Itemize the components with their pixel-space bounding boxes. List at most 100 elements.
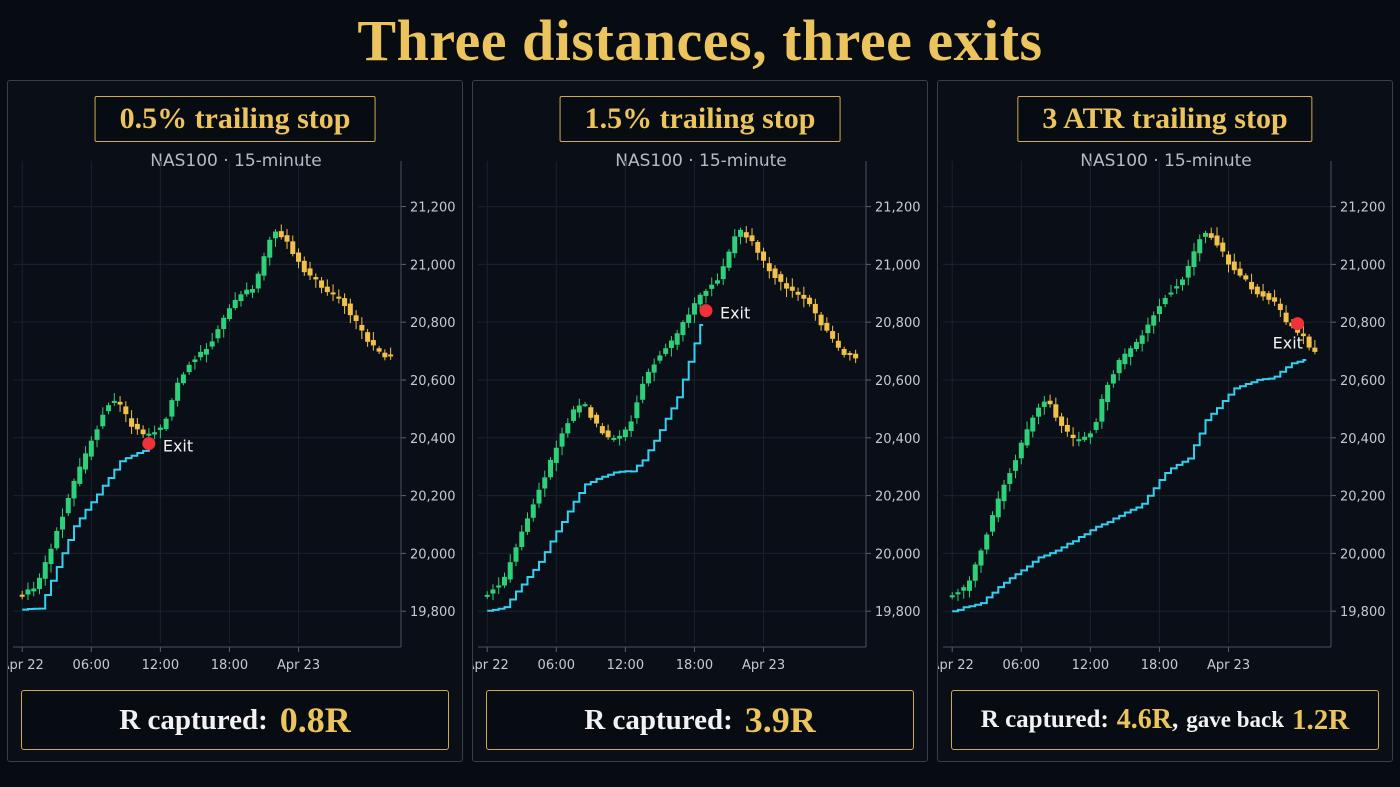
r-captured-value: 4.6R — [1116, 704, 1173, 735]
candle — [990, 511, 996, 537]
exit-label: Exit — [1273, 334, 1303, 353]
candle — [657, 350, 663, 364]
candle — [972, 562, 978, 588]
r-captured-label: R captured: — [119, 703, 268, 736]
candle — [1145, 317, 1151, 342]
candle — [100, 407, 106, 429]
candle — [1162, 294, 1168, 308]
candle — [180, 371, 186, 386]
candle — [42, 555, 48, 586]
gridlines — [13, 161, 406, 652]
candle-body — [553, 447, 559, 463]
candle-body — [1018, 442, 1024, 459]
candle — [1197, 234, 1203, 262]
x-tick-label: 12:00 — [142, 658, 179, 673]
candle — [198, 345, 204, 361]
candle — [140, 425, 146, 438]
candle — [1226, 250, 1232, 273]
candle-body — [513, 547, 519, 562]
candle — [807, 295, 813, 307]
candle-body — [215, 329, 221, 339]
candle — [966, 576, 972, 598]
candle — [1047, 394, 1053, 408]
candle-body — [972, 564, 978, 581]
candle-body — [198, 351, 204, 358]
candle — [720, 258, 726, 285]
candle — [1179, 276, 1185, 291]
candle-body — [232, 299, 238, 309]
candle-body — [830, 331, 836, 339]
candle — [732, 229, 738, 258]
candle — [342, 293, 348, 314]
candle — [255, 271, 261, 293]
candle-body — [622, 429, 628, 438]
candle-body — [1128, 348, 1134, 357]
candle-body — [1099, 398, 1105, 422]
candle — [175, 377, 181, 407]
candle-body — [180, 374, 186, 384]
candle — [1306, 334, 1312, 351]
y-tick-label: 20,600 — [410, 374, 456, 389]
x-tick-label: Apr 23 — [742, 658, 785, 673]
candle — [853, 349, 859, 364]
candle — [1151, 311, 1157, 334]
candle — [1272, 289, 1278, 306]
x-tick-label: 18:00 — [676, 658, 713, 673]
y-tick-label: 20,000 — [1340, 547, 1386, 562]
candle — [663, 343, 669, 357]
candle — [1260, 283, 1266, 301]
candle-body — [1260, 291, 1266, 297]
candle — [215, 325, 221, 343]
candle-body — [365, 332, 371, 342]
candle-body — [978, 550, 984, 566]
candle — [238, 290, 244, 307]
candle-body — [640, 383, 646, 400]
candle — [1070, 427, 1076, 447]
candle-body — [732, 236, 738, 254]
candle-body — [507, 562, 513, 580]
candle — [1208, 227, 1214, 240]
gridlines — [478, 161, 871, 652]
candle-body — [1047, 400, 1053, 405]
candle — [1139, 330, 1145, 352]
candle — [1185, 259, 1191, 286]
candle — [640, 376, 646, 404]
candle-body — [571, 409, 577, 421]
gave-back-value: 1.2R — [1292, 703, 1350, 736]
candle-body — [117, 401, 123, 405]
y-tick-label: 21,000 — [410, 258, 456, 273]
candle-body — [88, 440, 94, 457]
candle — [1041, 395, 1047, 415]
candle — [54, 527, 60, 551]
chart-panel-2: 3 ATR trailing stop NAS100 · 15-minute 1… — [937, 80, 1393, 762]
candle — [645, 368, 651, 387]
candle — [261, 252, 267, 281]
candle — [1203, 230, 1209, 244]
candle — [830, 325, 836, 343]
candle — [686, 307, 692, 328]
candle-body — [1179, 279, 1185, 286]
candle-body — [709, 284, 715, 289]
candle-body — [157, 427, 163, 431]
candle-body — [738, 229, 744, 237]
y-tick-label: 19,800 — [1340, 605, 1386, 620]
candle — [1110, 370, 1116, 388]
candle-body — [221, 317, 227, 330]
candle-body — [19, 594, 25, 597]
candle — [536, 482, 542, 509]
candle-body — [226, 308, 232, 320]
y-tick-label: 20,000 — [875, 547, 921, 562]
candle — [611, 434, 617, 442]
candle-body — [146, 433, 152, 436]
candle-body — [313, 277, 319, 280]
candle — [19, 590, 25, 600]
candle-body — [519, 531, 525, 547]
candle-body — [548, 459, 554, 478]
candle — [284, 229, 290, 249]
candle-body — [186, 364, 192, 373]
candle — [1277, 298, 1283, 317]
candlestick-chart: 19,800 20,000 20,200 20,400 20,600 20,800 21,0… — [8, 161, 456, 673]
x-tick-label: 06:00 — [538, 658, 575, 673]
r-captured-value: 3.9R — [744, 700, 816, 740]
candle-body — [175, 382, 181, 401]
